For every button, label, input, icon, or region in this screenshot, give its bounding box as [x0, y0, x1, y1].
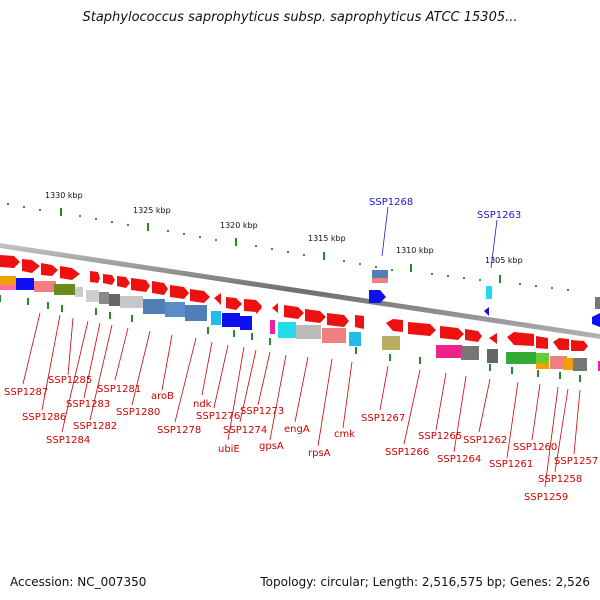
inner-ticks	[0, 295, 581, 382]
gene-label: SSP1262	[463, 435, 507, 446]
gene-label: SSP1258	[538, 474, 582, 485]
gene-label: SSP1287	[4, 387, 48, 398]
gene-label: SSP1267	[361, 413, 405, 424]
scale-label: 1320 kbp	[220, 221, 258, 230]
gene-label: aroB	[151, 391, 174, 402]
scale-label: 1315 kbp	[308, 234, 346, 243]
scale-label: 1305 kbp	[485, 256, 523, 265]
gene-label: SSP1284	[46, 435, 90, 446]
gene-label: SSP1274	[223, 425, 267, 436]
gene-label: SSP1286	[22, 412, 66, 423]
gene-label: SSP1283	[66, 399, 110, 410]
scale-labels: 1330 kbp 1325 kbp 1320 kbp 1315 kbp 1310…	[45, 191, 523, 265]
major-ticks	[60, 208, 501, 283]
forward-genes[interactable]	[0, 255, 588, 351]
gene-label: SSP1278	[157, 425, 201, 436]
gene-label: gpsA	[259, 441, 284, 452]
gene-label: SSP1281	[97, 384, 141, 395]
label-leaders	[22, 312, 581, 488]
reverse-genes[interactable]	[369, 290, 600, 327]
gene-label: SSP1261	[489, 459, 533, 470]
genome-backbone	[0, 243, 600, 340]
gene-label: cmk	[334, 429, 355, 440]
gene-label: SSP1265	[418, 431, 462, 442]
gene-label: SSP1266	[385, 447, 429, 458]
scale-dots	[6, 202, 570, 292]
scale-label: 1330 kbp	[45, 191, 83, 200]
gene-label: SSP1257	[554, 456, 598, 467]
gene-label: SSP1264	[437, 454, 481, 465]
gene-label: SSP1276	[196, 411, 240, 422]
gene-label: SSP1280	[116, 407, 160, 418]
gene-labels-blue: SSP1268 SSP1263	[369, 197, 521, 221]
scale-label: 1325 kbp	[133, 206, 171, 215]
gene-label: SSP1282	[73, 421, 117, 432]
gene-label: SSP1260	[513, 442, 557, 453]
gene-label: rpsA	[308, 448, 331, 459]
gene-label: SSP1268	[369, 197, 413, 208]
gene-label: SSP1259	[524, 492, 568, 503]
map-title: Staphylococcus saprophyticus subsp. sapr…	[82, 10, 518, 25]
gene-label: ubiE	[218, 444, 240, 455]
gene-label: ndk	[193, 399, 212, 410]
gene-blocks[interactable]	[0, 270, 600, 371]
scale-label: 1310 kbp	[396, 246, 434, 255]
gene-label: SSP1273	[240, 406, 284, 417]
label-leaders-blue	[381, 206, 498, 269]
gene-label: SSP1263	[477, 210, 521, 221]
topology-text: Topology: circular; Length: 2,516,575 bp…	[260, 575, 590, 589]
accession-text: Accession: NC_007350	[10, 575, 147, 589]
gene-labels: SSP1287 SSP1286 SSP1285 SSP1284 SSP1283 …	[4, 375, 598, 503]
gene-label: engA	[284, 424, 310, 435]
gene-label: SSP1285	[48, 375, 92, 386]
